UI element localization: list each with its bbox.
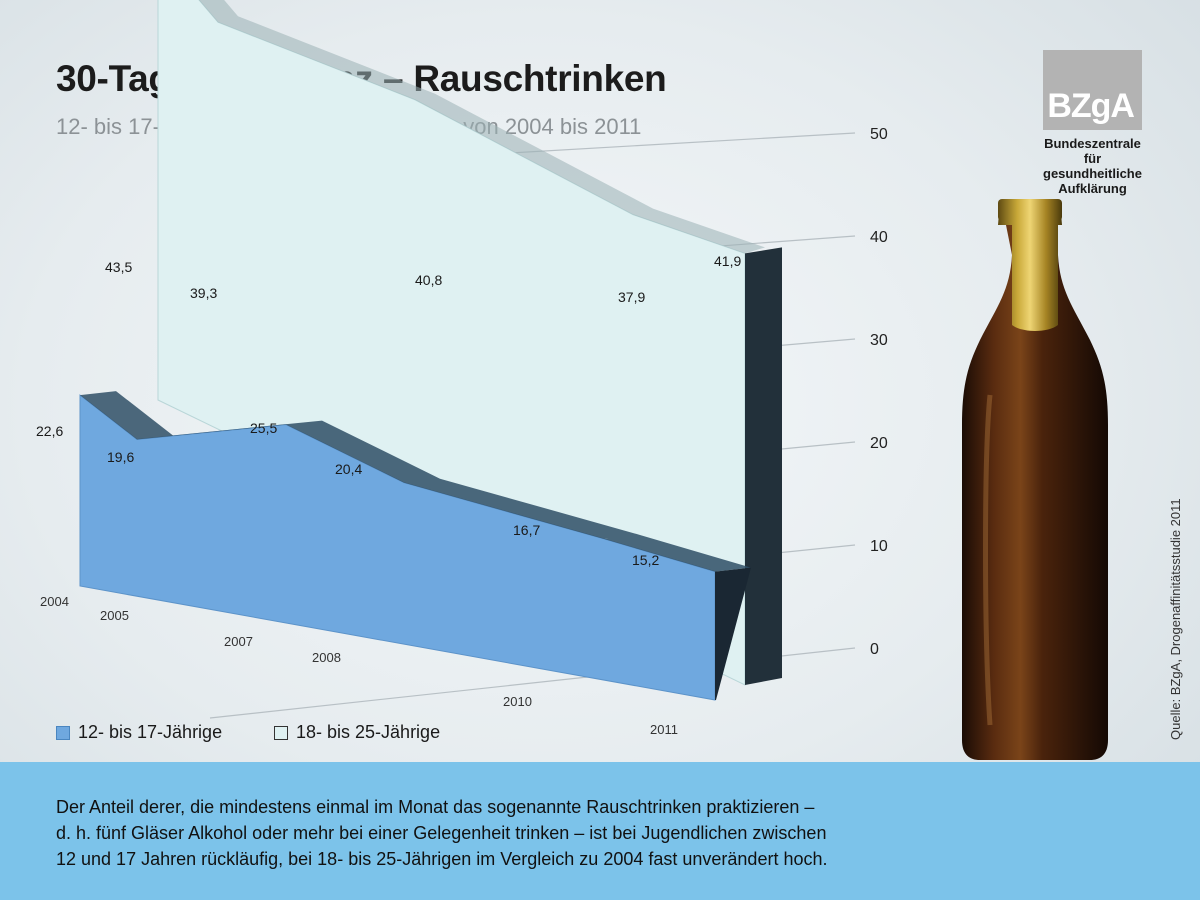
- data-label-young: 20,4: [335, 461, 362, 477]
- logo-text: BZgA: [1047, 87, 1135, 125]
- legend-label: 12- bis 17-Jährige: [78, 722, 223, 742]
- legend-swatch-adult: [274, 725, 288, 740]
- footer-text-line: 12 und 17 Jahren rückläufig, bei 18- bis…: [56, 849, 828, 869]
- legend-label: 18- bis 25-Jährige: [296, 722, 441, 742]
- data-label-young: 25,5: [250, 420, 277, 436]
- source-note: Quelle: BZgA, Drogenaffinitätsstudie 201…: [1168, 498, 1183, 740]
- bzga-logo: BZgA: [1043, 50, 1142, 130]
- y-tick-label: 20: [870, 435, 888, 452]
- legend-swatch-young: [56, 725, 70, 740]
- legend-item-young: 12- bis 17-Jährige: [56, 722, 222, 743]
- data-label-adult: 41,9: [714, 253, 741, 269]
- org-line: für: [1083, 151, 1102, 166]
- data-label-adult: 43,5: [105, 259, 132, 275]
- grid-line: [509, 132, 856, 154]
- series-adult-top: [199, 0, 765, 254]
- footer-text: Der Anteil derer, die mindestens einmal …: [56, 794, 1016, 872]
- data-label-young: 19,6: [107, 449, 134, 465]
- x-tick-label: 2004: [40, 594, 69, 609]
- series-adult-side: [745, 247, 782, 685]
- footer-text-line: d. h. fünf Gläser Alkohol oder mehr bei …: [56, 823, 827, 843]
- legend-item-adult: 18- bis 25-Jährige: [274, 722, 440, 743]
- organization-name: Bundeszentrale für gesundheitliche Aufkl…: [1020, 136, 1165, 196]
- x-tick-label: 2010: [503, 694, 532, 709]
- org-line: Aufklärung: [1058, 181, 1127, 196]
- x-tick-label: 2008: [312, 650, 341, 665]
- data-label-adult: 37,9: [618, 289, 645, 305]
- x-tick-label: 2011: [650, 722, 678, 737]
- y-tick-label: 30: [870, 332, 888, 349]
- data-label-adult: 39,3: [190, 285, 217, 301]
- y-tick-label: 50: [870, 126, 888, 143]
- data-label-young: 22,6: [36, 423, 63, 439]
- data-label-young: 15,2: [632, 552, 659, 568]
- y-tick-label: 40: [870, 229, 888, 246]
- series-young-side: [715, 567, 751, 700]
- x-tick-label: 2007: [224, 634, 253, 649]
- beer-bottle-image: [962, 199, 1108, 835]
- footer-band: [0, 762, 1200, 900]
- y-tick-label: 0: [870, 641, 879, 658]
- org-line: Bundeszentrale: [1044, 136, 1141, 151]
- y-tick-label: 10: [870, 538, 888, 555]
- series-young-top: [80, 391, 751, 572]
- x-tick-label: 2005: [100, 608, 129, 623]
- org-line: gesundheitliche: [1043, 166, 1142, 181]
- footer-text-line: Der Anteil derer, die mindestens einmal …: [56, 797, 815, 817]
- data-label-adult: 40,8: [415, 272, 442, 288]
- data-label-young: 16,7: [513, 522, 540, 538]
